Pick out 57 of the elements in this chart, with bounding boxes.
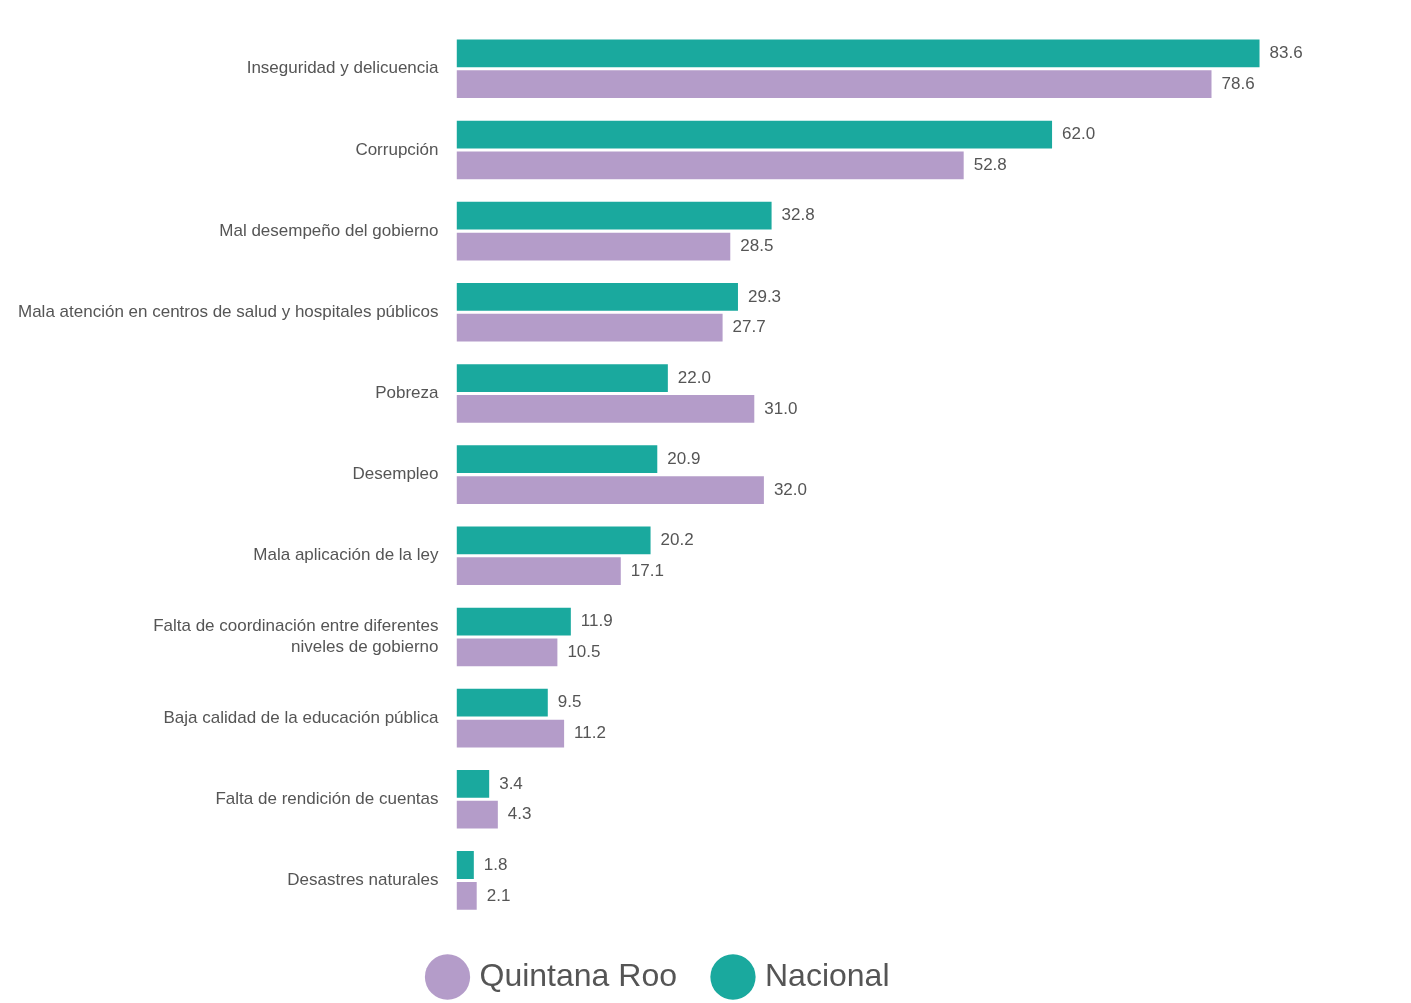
- data-label: 11.2: [574, 723, 606, 743]
- bar: [456, 394, 755, 423]
- bar: [456, 688, 548, 717]
- data-label: 52.8: [973, 155, 1007, 175]
- y-tick-label: Mal desempeño del gobierno: [219, 220, 439, 240]
- bar: [456, 851, 474, 879]
- y-tick-label: Desastres naturales: [287, 870, 439, 890]
- bar: [456, 445, 658, 474]
- legend-label: Nacional: [764, 956, 890, 993]
- bar: [456, 151, 964, 180]
- y-tick-label: Mala atención en centros de salud y hospitales públicos: [17, 301, 439, 321]
- bar: [456, 201, 772, 230]
- bar: [456, 638, 558, 667]
- data-label: 20.9: [667, 448, 701, 468]
- bar: [456, 881, 477, 910]
- y-tick-label: Desempleo: [352, 464, 439, 484]
- data-label: 31.0: [764, 398, 798, 418]
- bar: [456, 557, 621, 586]
- bar: [456, 800, 498, 829]
- data-label: 10.5: [567, 642, 601, 662]
- bar: [456, 120, 1053, 149]
- data-label: 17.1: [630, 560, 664, 580]
- bar: [456, 232, 731, 261]
- bar: [456, 313, 723, 342]
- bar: [456, 719, 565, 748]
- bar: [456, 526, 651, 555]
- bar: [456, 607, 571, 636]
- bar: [456, 70, 1212, 99]
- y-tick-label: Falta de rendición de cuentas: [215, 788, 439, 808]
- bar: [456, 364, 668, 392]
- y-tick-label: Inseguridad y delicuencia: [246, 58, 440, 78]
- data-label: 32.0: [773, 479, 807, 499]
- y-tick-label: Corrupción: [355, 139, 439, 159]
- data-label: 78.6: [1221, 73, 1255, 93]
- legend-label: Quintana Roo: [479, 956, 677, 993]
- bar: [456, 769, 490, 798]
- data-label: 2.1: [486, 885, 511, 905]
- data-label: 29.3: [747, 286, 782, 306]
- data-label: 22.0: [677, 367, 711, 387]
- data-label: 83.6: [1269, 43, 1303, 63]
- data-label: 62.0: [1062, 124, 1096, 144]
- y-tick-label: Baja calidad de la educación pública: [163, 707, 440, 727]
- data-label: 20.2: [660, 530, 694, 550]
- data-label: 1.8: [483, 854, 508, 874]
- data-label: 11.9: [580, 611, 613, 631]
- y-tick-label: Falta de coordinación entre diferentes niveles de gobierno: [153, 616, 439, 656]
- data-label: 32.8: [781, 205, 815, 225]
- bar: [456, 476, 764, 504]
- bar: [456, 39, 1260, 68]
- y-tick-label: Pobreza: [375, 383, 440, 403]
- bar: [456, 282, 738, 311]
- data-label: 3.4: [499, 773, 523, 793]
- data-label: 9.5: [557, 692, 582, 712]
- data-label: 4.3: [507, 804, 532, 824]
- data-label: 28.5: [740, 236, 774, 256]
- y-tick-label: Mala aplicación de la ley: [253, 545, 440, 565]
- data-label: 27.7: [732, 317, 766, 337]
